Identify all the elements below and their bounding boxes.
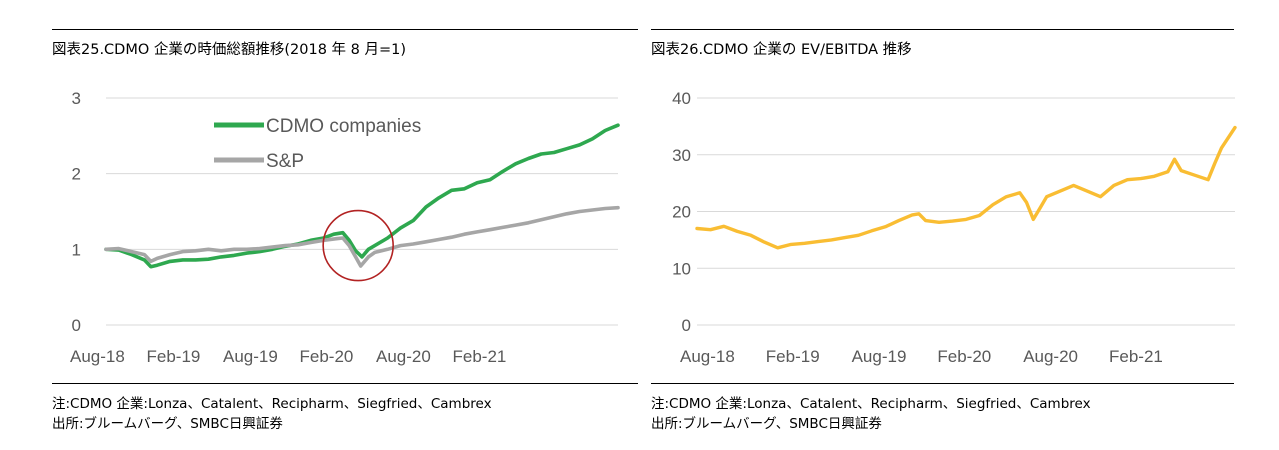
footnote-source: 出所:ブルームバーグ、SMBC日興証券: [52, 416, 283, 432]
footnote-source: 出所:ブルームバーグ、SMBC日興証券: [651, 416, 882, 432]
legend-label: S&P: [266, 151, 304, 172]
x-tick-label: Feb-19: [766, 347, 820, 366]
highlight-circle: [322, 209, 394, 282]
y-tick-label: 30: [672, 146, 691, 165]
x-tick-label: Aug-19: [852, 347, 907, 366]
legend-label: CDMO companies: [266, 116, 421, 137]
x-tick-label: Aug-20: [1023, 347, 1078, 366]
y-tick-label: 20: [672, 203, 691, 222]
bottom-rule: [52, 383, 638, 384]
top-rule: [651, 29, 1234, 30]
x-tick-label: Feb-20: [937, 347, 991, 366]
ev-ebitda-chart: 0 10 20 30 40 Aug-18 Feb-19 Aug-19 Feb-20 Aug-20 F…: [672, 89, 1237, 366]
footnote-note: 注:CDMO 企業:Lonza、Catalent、Recipharm、Siegf…: [52, 396, 492, 412]
series-line-ev-ebitda: [695, 125, 1237, 250]
y-tick-label: 40: [672, 89, 691, 108]
x-tick-label: Feb-19: [147, 347, 201, 366]
x-tick-label: Aug-18: [70, 347, 125, 366]
market-cap-chart: 0 1 2 3 Aug-18 Feb-19 Aug-19 Feb-20 Aug-20 Feb-21…: [70, 89, 620, 366]
top-rule: [52, 29, 638, 30]
x-tick-label: Feb-20: [300, 347, 354, 366]
x-tick-label: Feb-21: [1109, 347, 1163, 366]
chart-panel-25: 図表25.CDMO 企業の時価総額推移(2018 年 8 月=1) 0 1 2 3 Au…: [52, 0, 638, 450]
x-tick-label: Aug-20: [376, 347, 431, 366]
x-tick-label: Aug-18: [680, 347, 735, 366]
x-tick-label: Feb-21: [453, 347, 507, 366]
y-tick-label: 0: [682, 316, 691, 335]
series-line-s-p: [104, 205, 620, 268]
y-tick-label: 10: [672, 259, 691, 278]
y-tick-label: 1: [72, 240, 81, 259]
series-line-cdmo-companies: [104, 123, 620, 269]
chart-title: 図表25.CDMO 企業の時価総額推移(2018 年 8 月=1): [52, 42, 407, 58]
y-tick-label: 0: [72, 316, 81, 335]
footnote-note: 注:CDMO 企業:Lonza、Catalent、Recipharm、Siegf…: [651, 396, 1091, 412]
chart-panel-26: 図表26.CDMO 企業の EV/EBITDA 推移 0 10 20 30 40 Aug-…: [651, 0, 1237, 450]
y-tick-label: 3: [72, 89, 81, 108]
bottom-rule: [651, 383, 1234, 384]
chart-title: 図表26.CDMO 企業の EV/EBITDA 推移: [651, 42, 912, 58]
y-tick-label: 2: [72, 165, 81, 184]
x-tick-label: Aug-19: [223, 347, 278, 366]
